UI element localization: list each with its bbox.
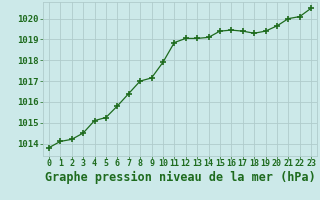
X-axis label: Graphe pression niveau de la mer (hPa): Graphe pression niveau de la mer (hPa) [44, 171, 316, 184]
